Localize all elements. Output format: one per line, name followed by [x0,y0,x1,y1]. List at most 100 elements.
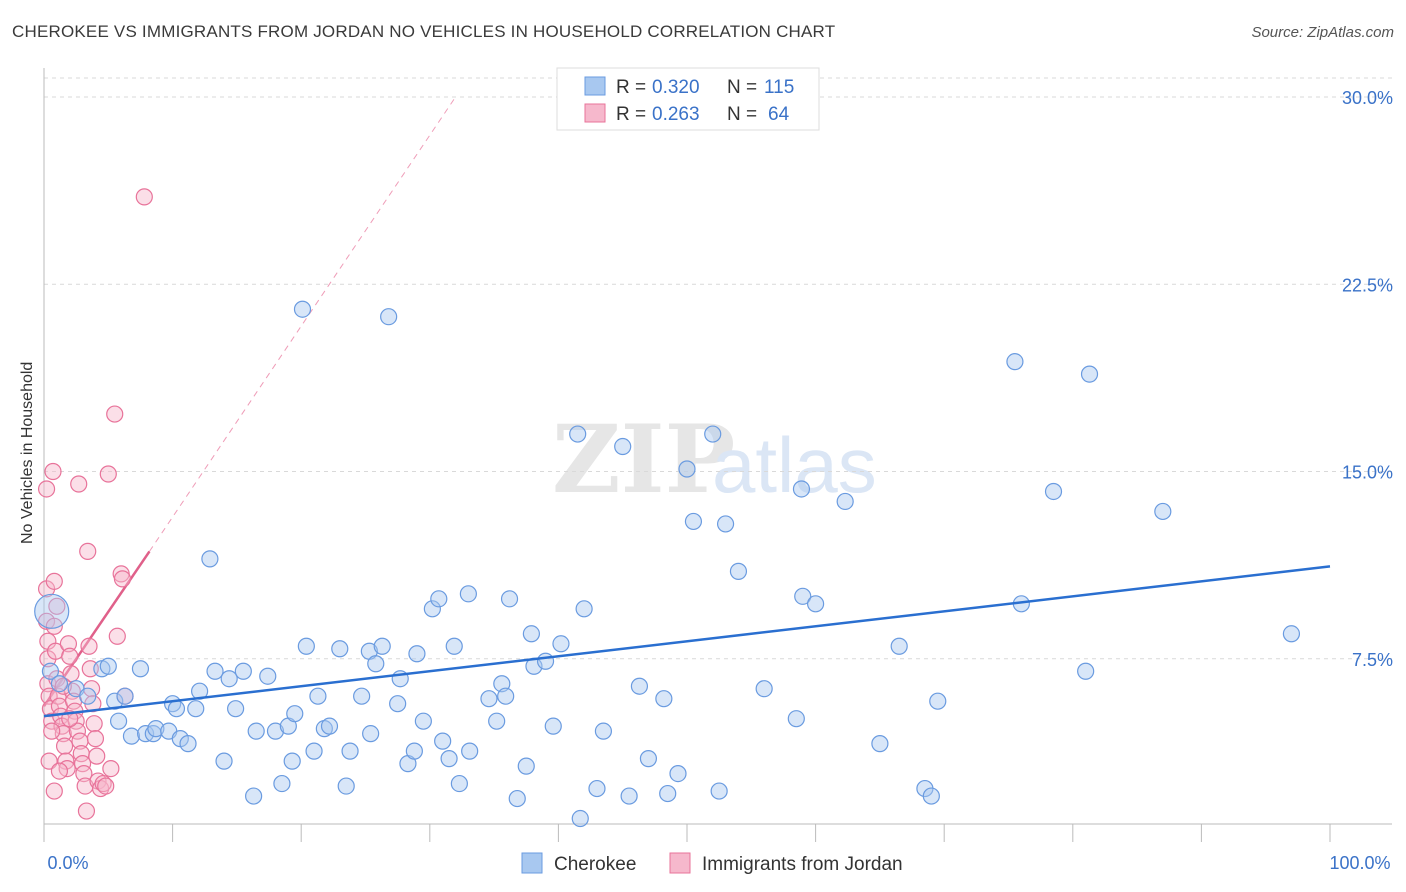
cherokee-point [569,425,587,443]
cherokee-point [430,590,448,608]
cherokee-point [684,512,703,531]
cherokee-point [552,635,570,653]
watermark: ZIP atlas [552,405,877,515]
jordan-point [86,730,105,748]
jordan-point [77,802,96,820]
jordan-points [37,188,153,820]
legend-r-value: 0.320 [652,77,700,98]
jordan-point [94,774,112,793]
cherokee-point [544,717,562,735]
cherokee-point [273,774,291,793]
legend-r-label: R = [616,104,646,125]
cherokee-point [122,727,141,745]
cherokee-point [434,732,452,750]
jordan-point [80,637,98,655]
x-tick-label-start: 0.0% [47,853,88,873]
cherokee-point [206,662,224,680]
cherokee-point [234,662,252,680]
cherokee-point [710,782,728,800]
cherokee-point [614,437,632,456]
axes [43,68,1392,842]
cherokee-point [34,593,70,629]
jordan-point [75,764,93,783]
chart-title: CHEROKEE VS IMMIGRANTS FROM JORDAN NO VE… [12,22,836,41]
cherokee-point [41,662,60,680]
cherokee-point [131,660,150,678]
jordan-point [44,462,62,481]
jordan-trend [42,96,456,707]
cherokee-point [245,787,263,805]
x-tick-label-end: 100.0% [1329,853,1390,873]
jordan-point [45,572,63,590]
cherokee-point [729,562,748,580]
legend-r-value: 0.263 [652,104,700,125]
cherokee-point [353,687,371,705]
y-tick-label: 7.5% [1352,650,1393,670]
legend-n-label: N = [727,104,757,125]
cherokee-point [266,722,285,740]
cherokee-point [220,670,238,688]
y-tick-label: 22.5% [1342,275,1393,295]
jordan-trend-extension [149,96,456,552]
jordan-point [68,722,87,740]
cherokee-point [50,675,69,693]
watermark-zip: ZIP [552,405,735,515]
watermark-atlas: atlas [712,421,877,509]
legend-cherokee-swatch [584,76,606,96]
cherokee-point [1044,482,1063,501]
legend-top: R = 0.320 N = 115 R = 0.263 N = 64 [556,67,820,131]
jordan-point [45,782,63,800]
cherokee-point [480,690,498,708]
cherokee-point [309,687,327,705]
jordan-point [70,475,88,493]
cherokee-point [187,700,205,718]
legend-bottom-cherokee-label: Cherokee [554,854,636,875]
cherokee-point [639,750,658,768]
y-tick-label: 15.0% [1342,463,1393,483]
cherokee-point [755,680,773,698]
cherokee-trend-line [43,565,1331,718]
legend-bottom-jordan-swatch [669,852,691,874]
cherokee-point [461,742,479,760]
legend-bottom-cherokee-swatch [521,852,543,874]
cherokee-point [459,585,477,603]
cherokee-point [408,645,426,663]
y-tick-labels: 7.5% 15.0% 22.5% 30.0% [1342,88,1393,670]
jordan-point [48,597,66,615]
legend-n-label: N = [727,77,757,98]
cherokee-point [167,700,186,718]
cherokee-point [293,300,312,318]
cherokee-point [806,595,825,613]
cherokee-point [1006,353,1024,371]
jordan-point [50,762,69,780]
cherokee-point [890,637,908,655]
cherokee-point [79,687,97,705]
cherokee-point [787,710,805,728]
cherokee-point [99,657,117,675]
cherokee-point [109,712,128,730]
legend-bottom-jordan-label: Immigrants from Jordan [702,854,903,875]
cherokee-point [517,757,535,775]
cherokee-point [341,742,359,760]
cherokee-point [367,655,385,673]
cherokee-point [215,752,233,770]
cherokee-point [331,640,349,658]
cherokee-point [794,587,812,605]
jordan-point [99,465,117,483]
cherokee-point [1077,662,1095,680]
cherokee-point [871,735,889,753]
cherokee-point [1154,502,1172,521]
cherokee-point [405,742,423,760]
cherokee-point [678,460,696,478]
cherokee-point [179,735,197,753]
cherokee-point [337,777,355,795]
cherokee-point [508,789,526,808]
legend-bottom: Cherokee Immigrants from Jordan [521,852,903,875]
cherokee-point [116,687,134,705]
cherokee-point [836,492,854,511]
cherokee-point [1080,365,1099,383]
cherokee-point [389,695,407,713]
cherokee-point [414,712,432,730]
cherokee-point [922,787,940,805]
jordan-point [59,635,78,653]
